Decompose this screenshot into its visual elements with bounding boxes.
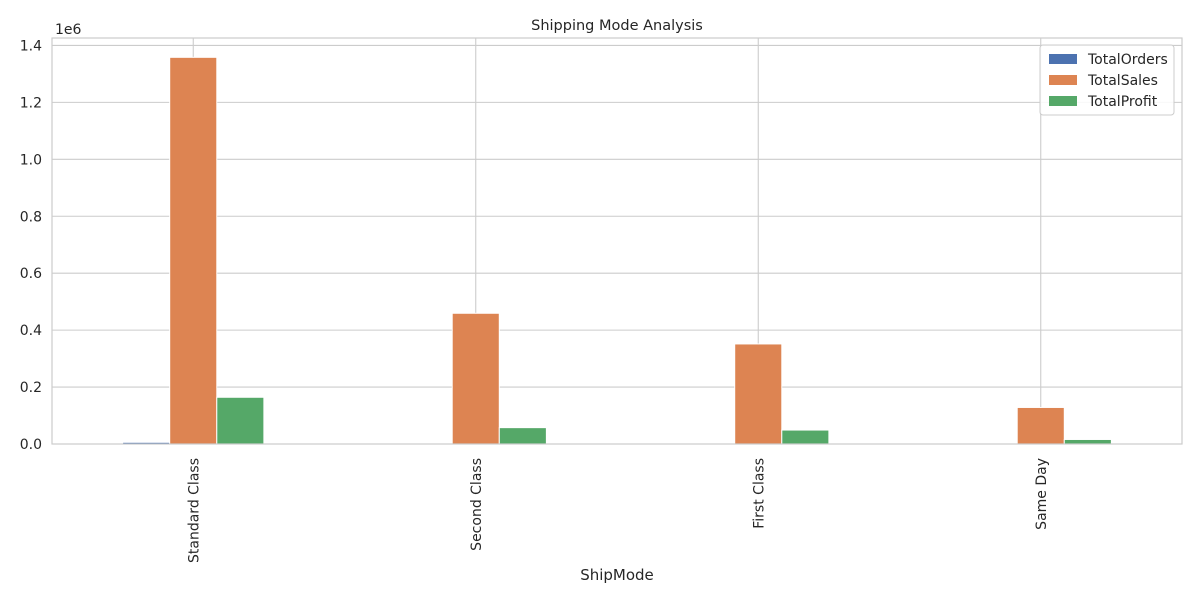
x-axis-label: ShipMode [580,566,654,584]
bar-totalprofit-2 [781,429,830,445]
bar-totalprofit-3 [1063,438,1112,445]
y-tick-label: 1.2 [20,95,42,111]
legend-swatch-totalsales [1049,75,1077,85]
plot-frame [51,37,1183,445]
bar-totalprofit-1 [498,427,547,445]
x-tick-label: Second Class [469,458,485,551]
x-tick-label: First Class [751,458,767,529]
x-tick-labels: Standard Class Second Class First Class Sam… [186,458,1050,563]
legend: TotalOrders TotalSales TotalProfit [1039,44,1175,116]
y-tick-label: 0.0 [20,437,42,453]
legend-label-totalprofit: TotalProfit [1087,94,1158,110]
legend-label-totalsales: TotalSales [1087,73,1158,89]
legend-swatch-totalprofit [1049,96,1077,106]
legend-label-totalorders: TotalOrders [1087,52,1168,68]
grid-lines [52,38,1182,445]
x-tick-label: Same Day [1034,458,1050,530]
y-tick-labels: 0.0 0.2 0.4 0.6 0.8 1.0 1.2 1.4 [20,38,42,453]
y-tick-label: 0.4 [20,323,42,339]
y-axis-offset-label: 1e6 [55,22,82,38]
y-tick-label: 0.6 [20,266,42,282]
bar-totalsales-3 [1016,406,1065,445]
y-tick-label: 0.2 [20,380,42,396]
bars [122,56,1112,445]
bar-totalsales-2 [734,343,783,445]
y-tick-label: 1.0 [20,152,42,168]
legend-swatch-totalorders [1049,54,1077,64]
x-tick-label: Standard Class [186,458,202,563]
chart-title: Shipping Mode Analysis [531,18,703,34]
bar-totalprofit-0 [216,396,265,445]
bar-totalsales-1 [451,312,500,445]
bar-totalsales-0 [169,56,218,445]
y-tick-label: 0.8 [20,209,42,225]
y-tick-label: 1.4 [20,38,42,54]
